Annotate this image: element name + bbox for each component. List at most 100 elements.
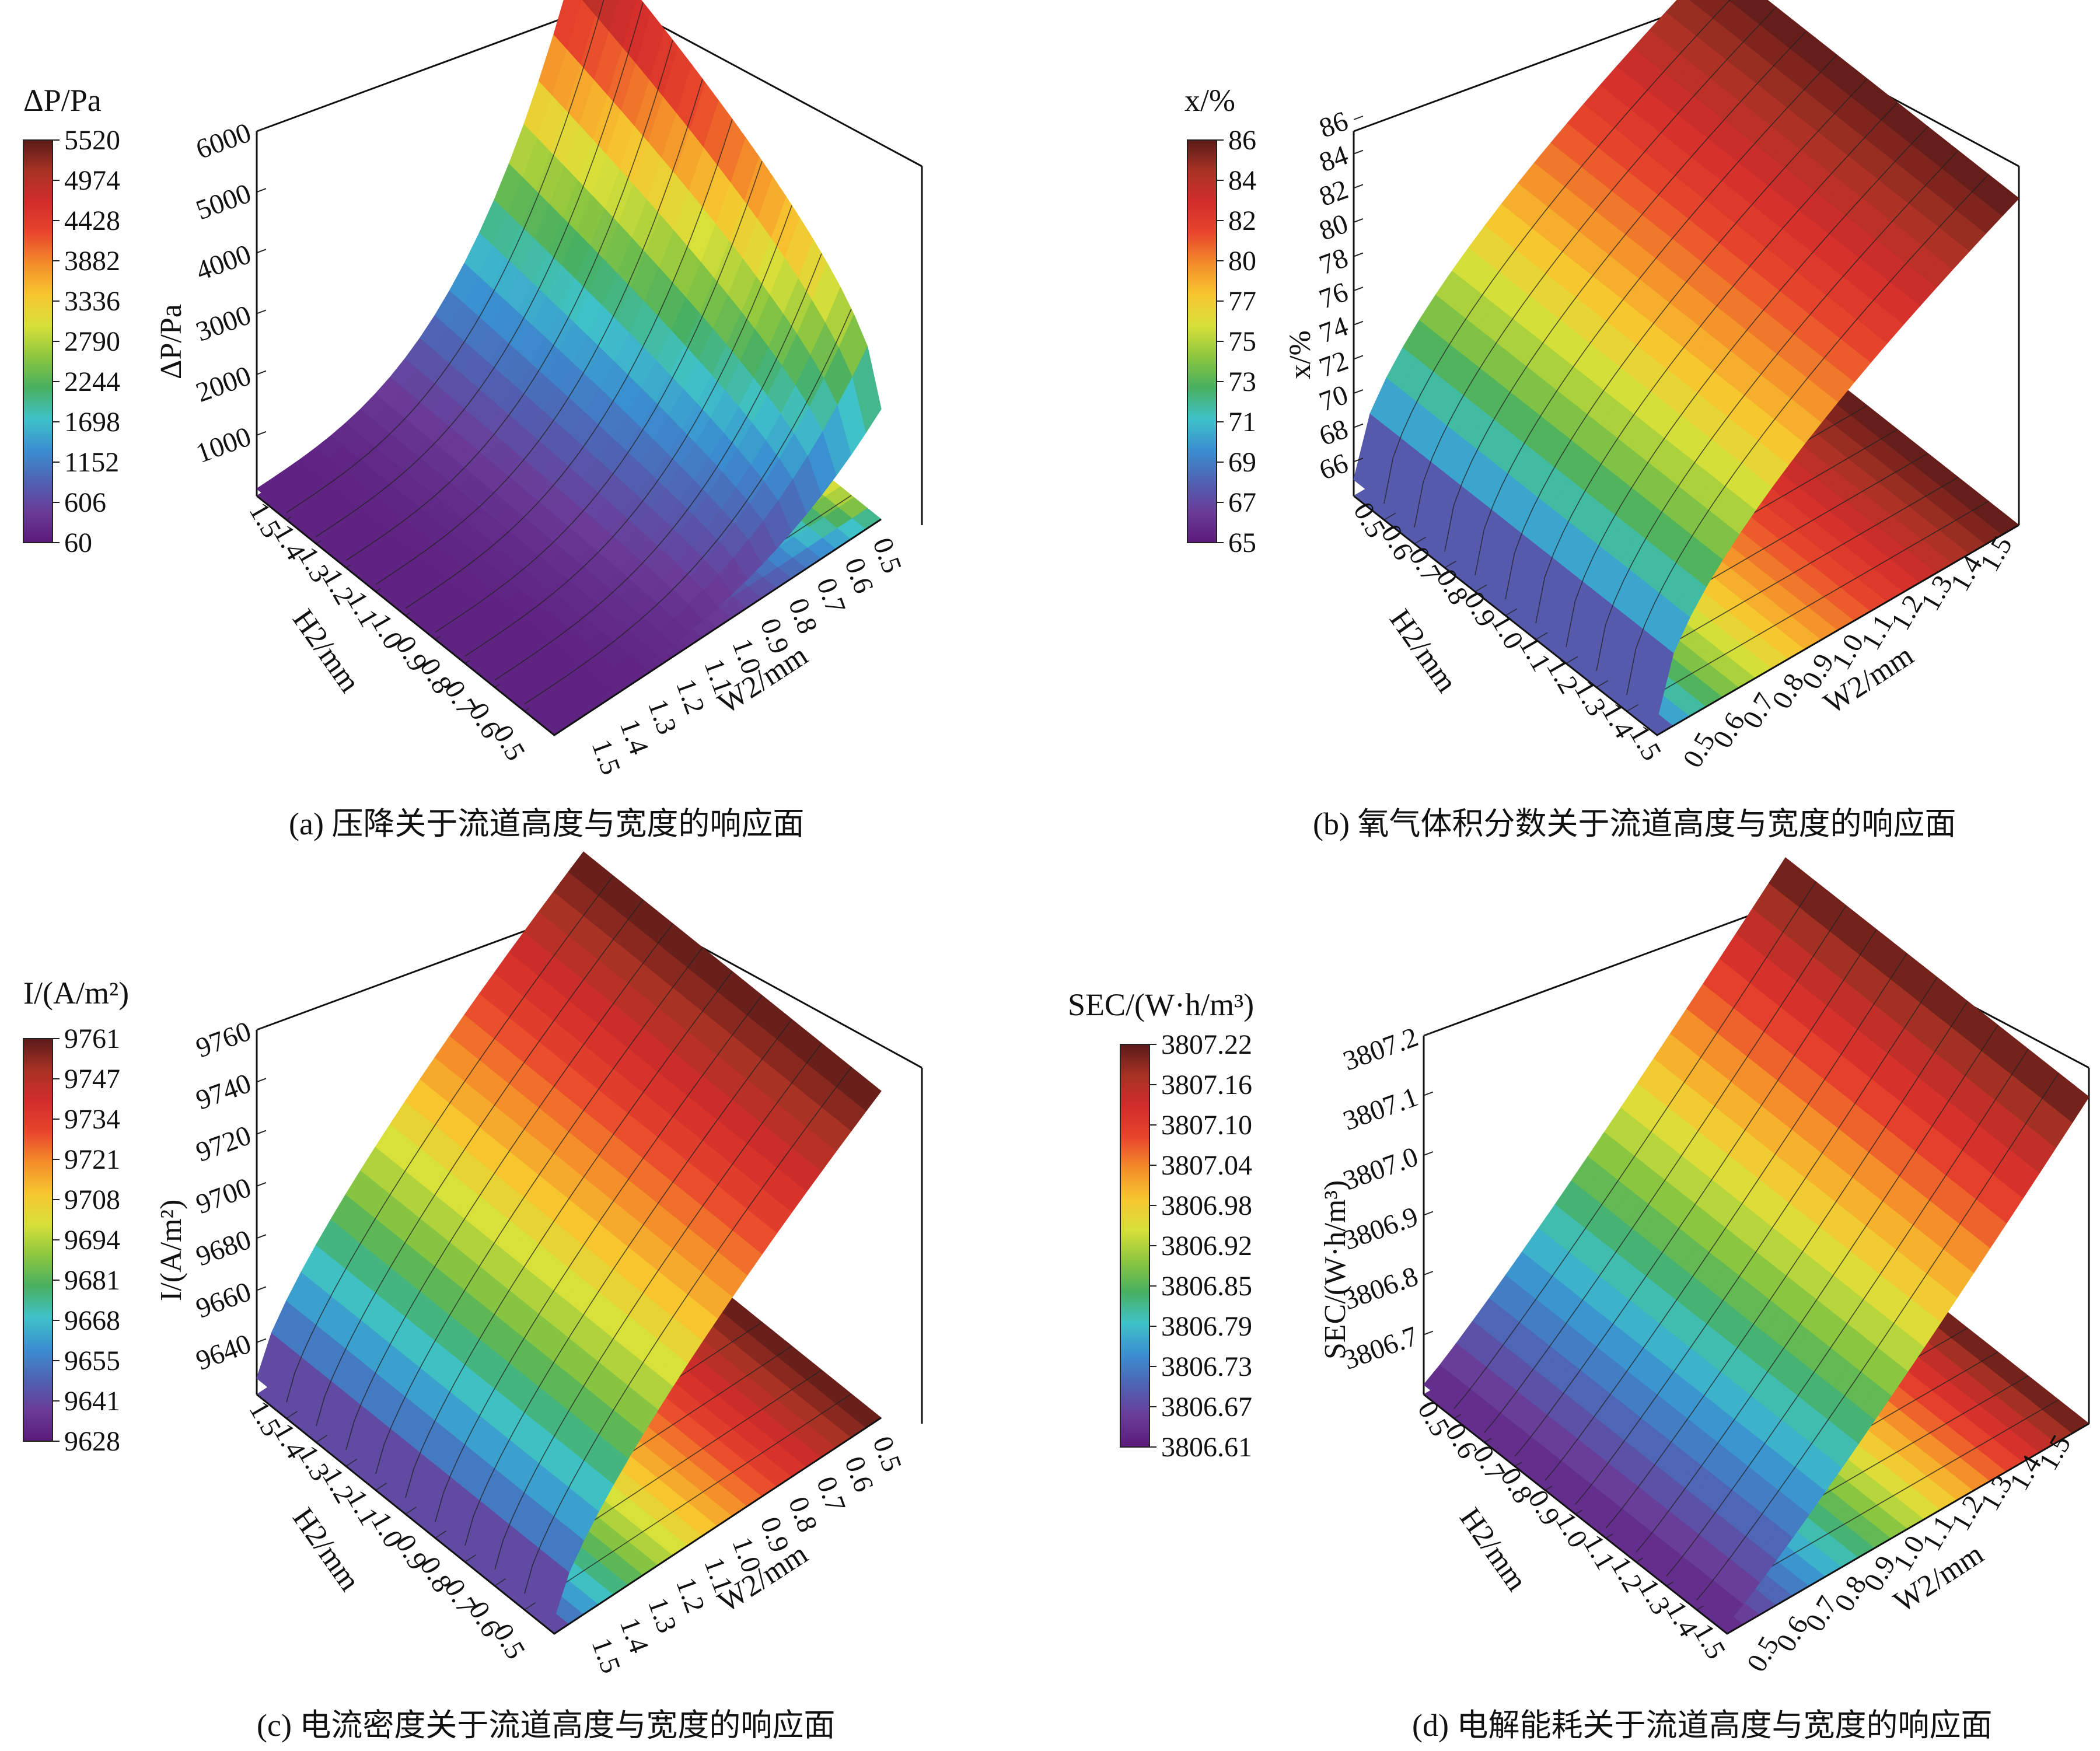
z-tick-mark: [1423, 1091, 1434, 1096]
surface-contour: [375, 79, 703, 585]
legend-b: x/% 86 84 82 80 77 75 73 71 69 67 65: [1184, 83, 1256, 558]
panel-c: I/(A/m²) 9761 9747 9734 9721 9708 9694 9681 966…: [23, 851, 923, 1743]
legend-tick-label: 3806.85: [1161, 1271, 1252, 1302]
legend-tick-label: 606: [64, 487, 106, 518]
legend-c-title: I/(A/m²): [23, 976, 129, 1011]
legend-tick-label: 9694: [64, 1225, 120, 1256]
z-axis-label-a: ΔP/Pa: [155, 304, 188, 379]
z-tick-mark: [1423, 1032, 1434, 1036]
legend-tick-label: 75: [1228, 326, 1256, 357]
caption-b: (b) 氧气体积分数关于流道高度与宽度的响应面: [1313, 806, 1956, 841]
colorbar-b: [1187, 139, 1217, 543]
legend-tick-label: 1152: [64, 447, 119, 478]
legend-tick-label: 82: [1228, 205, 1256, 236]
legend-tick-label: 9734: [64, 1104, 120, 1135]
legend-tick-label: 4428: [64, 205, 120, 236]
legend-tick-label: 3807.16: [1161, 1070, 1252, 1100]
z-tick-label: 9740: [192, 1068, 255, 1116]
surface-d: [1423, 857, 2089, 1634]
legend-tick-label: 9761: [64, 1023, 120, 1054]
legend-tick-label: 9721: [64, 1144, 120, 1175]
surface-contour: [524, 309, 852, 705]
legend-tick-label: 3806.73: [1161, 1351, 1252, 1382]
legend-tick-label: 9708: [64, 1184, 120, 1215]
z-tick-label: 68: [1315, 413, 1352, 452]
surface-a: [256, 0, 882, 736]
z-tick-mark: [256, 1026, 267, 1030]
z-tick-label: 78: [1315, 242, 1352, 281]
legend-tick-label: 4974: [64, 165, 120, 196]
legend-b-title: x/%: [1184, 83, 1235, 118]
z-tick-label: 72: [1315, 345, 1352, 383]
z-tick-label: 70: [1315, 379, 1352, 418]
z-tick-mark: [256, 370, 267, 375]
z-tick-mark: [1423, 1151, 1434, 1156]
z-tick-mark: [256, 1338, 267, 1343]
z-axis-label-d: SEC/(W·h/m³): [1319, 1180, 1352, 1359]
legend-tick-label: 2790: [64, 326, 120, 357]
legend-tick-label: 80: [1228, 246, 1256, 277]
surface-b: [1353, 0, 2019, 736]
legend-tick-label: 9668: [64, 1305, 120, 1336]
z-tick-mark: [1353, 355, 1364, 360]
legend-tick-label: 9681: [64, 1265, 120, 1296]
colorbar-d: [1120, 1044, 1150, 1448]
z-axis-label-c: I/(A/m²): [155, 1200, 188, 1301]
legend-tick-label: 9641: [64, 1386, 120, 1417]
legend-tick-label: 84: [1228, 165, 1256, 196]
z-tick-mark: [1353, 320, 1364, 326]
surface-contour: [345, 40, 673, 561]
z-tick-mark: [1423, 1330, 1434, 1336]
legend-a-title: ΔP/Pa: [23, 83, 102, 118]
surface-facet: [609, 0, 637, 48]
z-tick-mark: [256, 309, 267, 314]
z-axis-label-b: x/%: [1284, 330, 1317, 379]
z-tick-mark: [256, 1078, 267, 1083]
surface-contour: [286, 0, 605, 513]
panel-a: ΔP/Pa 5520 4974 4428 3882 3336 2790 2244 1698 11…: [23, 0, 923, 841]
z-tick-mark: [1353, 423, 1364, 428]
box-edge-b: [1353, 0, 2019, 167]
caption-a: (a) 压降关于流道高度与宽度的响应面: [289, 806, 804, 841]
legend-tick-label: 3806.61: [1161, 1432, 1252, 1463]
legend-d-title: SEC/(W·h/m³): [1068, 987, 1254, 1022]
legend-tick-label: 60: [64, 527, 92, 558]
legend-a: ΔP/Pa 5520 4974 4428 3882 3336 2790 2244 1698 11…: [23, 83, 120, 558]
legend-tick-label: 67: [1228, 487, 1256, 518]
legend-d-ticks: 3807.22 3807.16 3807.10 3807.04 3806.98 3806.…: [1149, 1029, 1252, 1463]
z-tick-label: 80: [1315, 208, 1352, 246]
z-tick-mark: [256, 188, 267, 193]
z-tick-label: 4000: [192, 239, 255, 287]
z-tick-label: 6000: [192, 117, 255, 166]
z-tick-label: 66: [1315, 448, 1352, 486]
z-tick-label: 9680: [192, 1224, 255, 1273]
colorbar-a: [23, 139, 53, 543]
legend-tick-label: 9747: [64, 1064, 120, 1095]
z-tick-mark: [1353, 116, 1364, 120]
legend-tick-label: 3807.22: [1161, 1029, 1252, 1060]
surface-facet: [582, 0, 600, 16]
legend-tick-label: 3806.67: [1161, 1392, 1252, 1423]
z-tick-mark: [1353, 286, 1364, 292]
surface-contour: [405, 119, 733, 609]
z-tick-mark: [1423, 1271, 1434, 1275]
z-tick-label: 1000: [192, 421, 255, 469]
legend-tick-label: 77: [1228, 286, 1256, 317]
surface-contour: [435, 160, 763, 633]
z-tick-label: 76: [1315, 277, 1352, 315]
surface-facet: [553, 0, 583, 50]
z-tick-mark: [1353, 389, 1364, 394]
legend-tick-label: 9628: [64, 1426, 120, 1457]
z-tick-label: 3807.2: [1339, 1022, 1422, 1077]
z-tick-label: 86: [1315, 106, 1352, 144]
surface-facet: [852, 346, 882, 433]
z-tick-label: 3807.1: [1339, 1081, 1422, 1137]
colorbar-c: [23, 1038, 53, 1442]
legend-tick-label: 3807.10: [1161, 1110, 1252, 1141]
surface-contour: [494, 253, 822, 681]
panel-d: SEC/(W·h/m³) 3807.22 3807.16 3807.10 3807.0…: [1068, 857, 2090, 1743]
legend-tick-label: 2244: [64, 366, 120, 397]
surface-contour: [464, 205, 792, 657]
